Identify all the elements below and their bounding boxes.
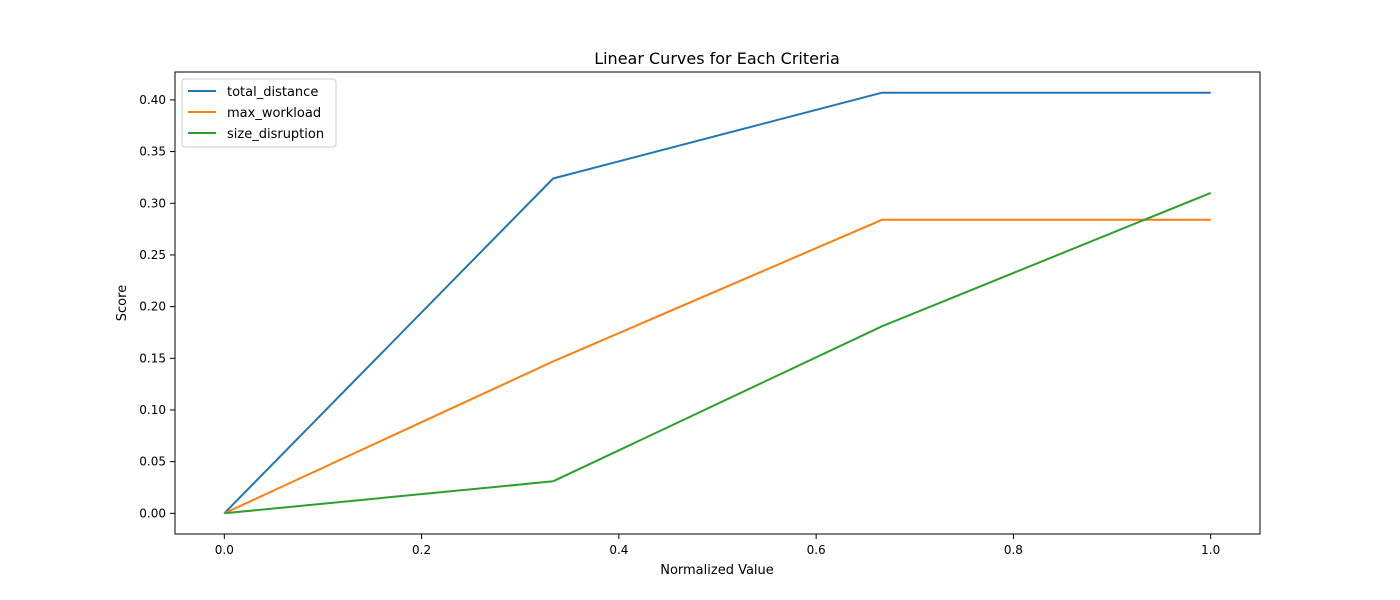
y-tick-label: 0.30 <box>139 196 166 210</box>
x-tick-label: 0.4 <box>609 543 628 557</box>
series-line-total_distance <box>223 91 1211 515</box>
y-tick-label: 0.35 <box>139 145 166 159</box>
x-axis-ticks: 0.0 0.2 0.4 0.6 0.8 1.0 <box>215 534 1220 557</box>
x-tick-label: 0.2 <box>412 543 431 557</box>
plot-area-frame <box>174 71 1261 535</box>
x-tick-label: 0.0 <box>215 543 234 557</box>
y-tick-label: 0.40 <box>139 93 166 107</box>
series-line-size_disruption <box>224 191 1212 515</box>
legend-label-total_distance: total_distance <box>227 85 318 100</box>
y-tick-label: 0.10 <box>139 403 166 417</box>
x-tick-label: 1.0 <box>1201 543 1220 557</box>
y-axis-label: Score <box>115 285 130 321</box>
series-line-max_workload <box>223 218 1211 515</box>
legend-box <box>181 78 337 148</box>
legend-label-size_disruption: size_disruption <box>227 127 324 142</box>
y-tick-label: 0.00 <box>139 506 166 520</box>
legend: total_distance max_workload size_disruptio… <box>181 78 337 148</box>
x-tick-label: 0.6 <box>807 543 826 557</box>
y-tick-label: 0.25 <box>139 248 166 262</box>
y-axis-ticks: 0.00 0.05 0.10 0.15 0.20 0.25 0.30 0.35 0.40 <box>139 93 175 520</box>
x-axis-label: Normalized Value <box>660 563 774 578</box>
chart-title: Linear Curves for Each Criteria <box>594 49 840 68</box>
series-layer <box>223 91 1212 515</box>
y-tick-label: 0.20 <box>139 300 166 314</box>
x-tick-label: 0.8 <box>1004 543 1023 557</box>
y-tick-label: 0.15 <box>139 351 166 365</box>
y-tick-label: 0.05 <box>139 455 166 469</box>
legend-label-max_workload: max_workload <box>227 106 321 121</box>
